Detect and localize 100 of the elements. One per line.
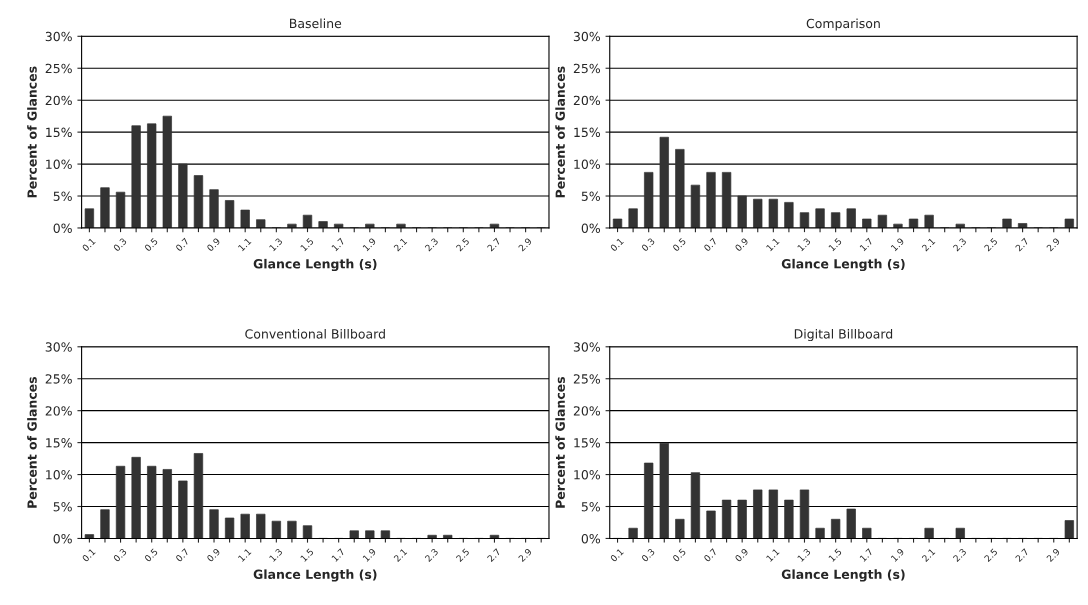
bar	[644, 172, 654, 228]
bar	[224, 517, 235, 539]
bar	[955, 223, 965, 228]
x-tick-label: 0.1	[609, 237, 624, 252]
bar	[628, 208, 638, 228]
bar	[100, 509, 110, 539]
x-tick-label: 1.5	[300, 548, 314, 562]
bar	[302, 525, 313, 539]
bar	[753, 489, 763, 539]
x-tick-label: 1.1	[237, 237, 252, 252]
chart-title: Digital Billboard	[794, 328, 893, 342]
x-tick-label: 1.7	[859, 237, 874, 252]
bar	[271, 520, 281, 539]
bar	[100, 187, 110, 228]
chart-title: Comparison	[806, 18, 880, 31]
x-tick-label: 2.5	[983, 548, 998, 563]
x-tick-label: 1.1	[237, 548, 252, 562]
bar	[193, 175, 204, 228]
bar	[690, 472, 701, 539]
bar	[84, 534, 95, 539]
x-tick-label: 1.9	[890, 237, 905, 252]
bar	[690, 184, 701, 228]
bar	[893, 223, 903, 228]
x-tick-label: 2.1	[921, 237, 936, 252]
bar	[1002, 218, 1012, 228]
y-axis-title: Percent of Glances	[27, 376, 37, 508]
bar	[443, 534, 453, 539]
bar	[784, 499, 794, 539]
x-tick-label: 1.5	[828, 237, 843, 252]
x-tick-label: 2.7	[1015, 237, 1029, 252]
x-tick-label: 2.3	[952, 548, 967, 563]
x-tick-label: 1.3	[797, 548, 811, 562]
y-tick-label: 0%	[581, 533, 601, 544]
bar	[768, 198, 778, 228]
x-tick-label: 1.3	[268, 548, 283, 562]
y-tick-label: 0%	[53, 533, 72, 544]
bar	[365, 530, 375, 539]
bar	[659, 442, 669, 539]
x-tick-label: 1.7	[859, 548, 874, 562]
bar	[256, 219, 266, 228]
bar	[396, 223, 406, 228]
y-tick-label: 20%	[45, 95, 72, 106]
y-tick-label: 25%	[573, 374, 601, 384]
x-axis-title: Glance Length (s)	[781, 258, 905, 272]
bar	[815, 527, 825, 539]
bar	[862, 527, 872, 539]
bar	[162, 115, 172, 228]
x-tick-label: 1.5	[828, 548, 843, 562]
x-tick-label: 1.7	[331, 237, 345, 252]
y-tick-label: 10%	[46, 159, 72, 169]
bar	[659, 136, 669, 228]
bar	[877, 214, 888, 228]
bar	[84, 208, 95, 228]
bar	[846, 508, 856, 539]
y-tick-label: 20%	[573, 95, 601, 106]
bar	[768, 489, 778, 539]
bar	[737, 195, 747, 228]
bar	[862, 218, 872, 228]
x-tick-label: 0.1	[81, 548, 96, 563]
x-tick-label: 1.5	[300, 237, 314, 252]
x-tick-label: 0.9	[206, 237, 221, 252]
bar	[287, 520, 297, 539]
x-tick-label: 1.9	[890, 548, 905, 562]
bar	[162, 469, 172, 539]
bar	[115, 465, 126, 539]
bar	[178, 480, 188, 539]
x-tick-label: 1.1	[766, 548, 780, 562]
bar	[240, 209, 250, 228]
x-tick-label: 0.7	[175, 237, 190, 252]
y-tick-label: 30%	[45, 31, 72, 42]
x-tick-label: 2.5	[455, 548, 470, 563]
bar	[815, 208, 825, 228]
y-tick-label: 25%	[573, 63, 601, 74]
y-tick-label: 5%	[581, 501, 601, 512]
chart-title: Conventional Billboard	[245, 328, 385, 339]
bar	[831, 518, 841, 539]
bar	[753, 198, 763, 228]
bar	[115, 191, 126, 228]
bar	[799, 489, 810, 539]
y-tick-label: 20%	[573, 406, 601, 416]
bar	[131, 456, 141, 539]
chart-title: Baseline	[290, 18, 342, 29]
bar	[287, 223, 297, 228]
x-tick-label: 1.3	[797, 237, 811, 252]
x-tick-label: 2.1	[393, 237, 408, 252]
bar	[955, 527, 965, 539]
y-tick-label: 25%	[45, 63, 72, 74]
x-tick-label: 1.9	[362, 548, 377, 562]
bar	[924, 214, 934, 228]
bar	[224, 200, 235, 228]
x-axis-title: Glance Length (s)	[781, 569, 905, 582]
x-tick-label: 0.5	[672, 237, 687, 252]
bar	[784, 202, 794, 228]
y-axis-title: Percent of Glances	[27, 66, 37, 198]
x-tick-label: 2.5	[455, 237, 470, 252]
bar	[644, 462, 654, 539]
y-axis-title: Percent of Glances	[555, 66, 565, 198]
bar	[846, 208, 856, 228]
bar	[334, 223, 344, 228]
x-tick-label: 2.9	[518, 237, 533, 252]
